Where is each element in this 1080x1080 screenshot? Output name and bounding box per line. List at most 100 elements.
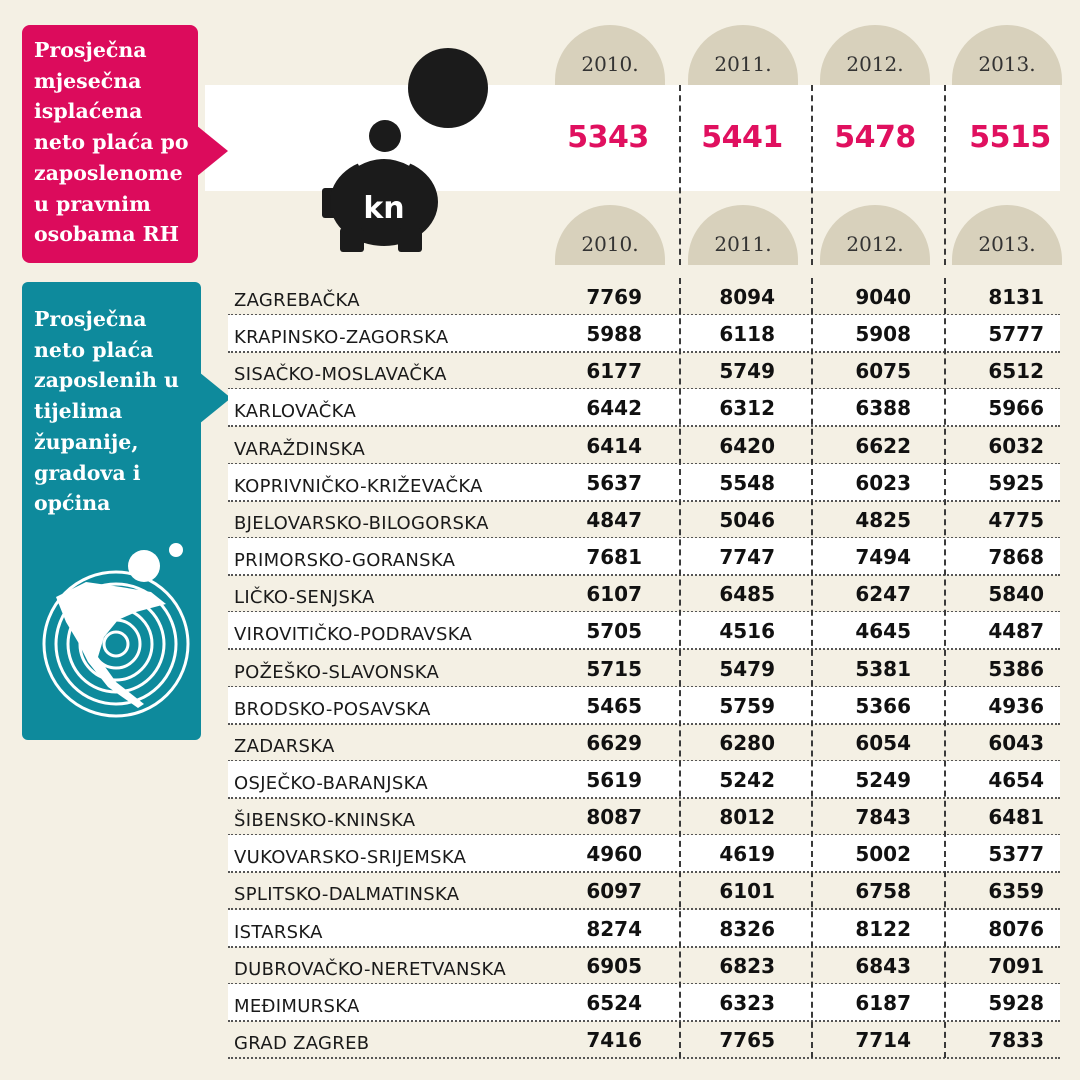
salary-value: 5840 <box>988 582 1044 607</box>
salary-value: 5381 <box>855 656 911 681</box>
county-label: Prosječna neto plaća zaposlenih u tijeli… <box>34 307 179 516</box>
salary-value: 5925 <box>988 470 1044 495</box>
salary-value: 5749 <box>719 359 775 384</box>
salary-value: 6359 <box>988 879 1044 904</box>
salary-value: 5637 <box>586 470 642 495</box>
salary-value: 5777 <box>988 322 1044 347</box>
salary-value: 9040 <box>855 285 911 309</box>
table-row: SPLITSKO-DALMATINSKA 6097 6101 6758 6359 <box>228 872 1060 911</box>
salary-value: 6097 <box>586 879 642 904</box>
column-divider <box>679 278 681 1059</box>
salary-value: 6023 <box>855 470 911 495</box>
county-name: POŽEŠKO-SLAVONSKA <box>234 661 440 683</box>
table-row: VARAŽDINSKA 6414 6420 6622 6032 <box>228 427 1060 465</box>
salary-value: 4516 <box>719 619 775 644</box>
salary-value: 5479 <box>719 656 775 681</box>
salary-value: 4936 <box>988 693 1044 718</box>
salary-value: 5242 <box>719 767 775 792</box>
column-divider <box>944 85 946 265</box>
salary-value: 6107 <box>586 582 642 607</box>
county-name: PRIMORSKO-GORANSKA <box>234 550 456 572</box>
table-row: KOPRIVNIČKO-KRIŽEVAČKA 5637 5548 6023 5925 <box>228 463 1060 502</box>
kn-label: kn <box>363 191 404 226</box>
table-row: DUBROVAČKO-NERETVANSKA 6905 6823 6843 7091 <box>228 947 1060 985</box>
year-dome-2011: 2011. <box>688 25 798 85</box>
table-row: POŽEŠKO-SLAVONSKA 5715 5479 5381 5386 <box>228 650 1060 688</box>
salary-value: 5928 <box>988 990 1044 1015</box>
salary-value: 8087 <box>586 805 642 830</box>
salary-value: 6420 <box>719 433 775 458</box>
national-value-2011: 5441 <box>701 120 783 155</box>
county-label-box: Prosječna neto plaća zaposlenih u tijeli… <box>22 282 231 740</box>
piggy-bank-icon: kn <box>322 155 438 252</box>
table-row: OSJEČKO-BARANJSKA 5619 5242 5249 4654 <box>228 760 1060 799</box>
salary-value: 6823 <box>719 953 775 978</box>
salary-value: 4775 <box>988 507 1044 532</box>
salary-value: 7769 <box>586 285 642 309</box>
salary-value: 6187 <box>855 990 911 1015</box>
salary-value: 7714 <box>855 1028 911 1052</box>
salary-value: 5046 <box>719 507 775 532</box>
county-name: KRAPINSKO-ZAGORSKA <box>234 327 449 349</box>
salary-value: 6524 <box>586 990 642 1015</box>
salary-value: 5715 <box>586 656 642 681</box>
table-row: VIROVITIČKO-PODRAVSKA 5705 4516 4645 4487 <box>228 612 1060 651</box>
column-divider <box>811 278 813 1059</box>
salary-value: 4654 <box>988 767 1044 792</box>
table-row: ZAGREBAČKA 7769 8094 9040 8131 <box>228 278 1060 316</box>
salary-value: 5548 <box>719 470 775 495</box>
national-value-2010: 5343 <box>567 120 649 155</box>
salary-value: 6247 <box>855 582 911 607</box>
county-name: BJELOVARSKO-BILOGORSKA <box>234 512 489 534</box>
table-row: VUKOVARSKO-SRIJEMSKA 4960 4619 5002 5377 <box>228 835 1060 874</box>
table-row: MEĐIMURSKA 6524 6323 6187 5928 <box>228 983 1060 1022</box>
salary-value: 5759 <box>719 693 775 718</box>
salary-value: 6177 <box>586 359 642 384</box>
salary-value: 6512 <box>988 359 1044 384</box>
salary-value: 7843 <box>855 805 911 830</box>
salary-value: 8012 <box>719 805 775 830</box>
salary-value: 7747 <box>719 545 775 570</box>
salary-value: 5908 <box>855 322 911 347</box>
salary-value: 6054 <box>855 730 911 755</box>
salary-value: 6843 <box>855 953 911 978</box>
county-name: VIROVITIČKO-PODRAVSKA <box>234 624 473 646</box>
salary-value: 6442 <box>586 396 642 421</box>
national-label-box: Prosječna mjesečna isplaćena neto plaća … <box>22 25 228 263</box>
salary-value: 7681 <box>586 545 642 570</box>
salary-value: 8326 <box>719 916 775 941</box>
salary-value: 5966 <box>988 396 1044 421</box>
column-divider <box>811 85 813 265</box>
salary-value: 6758 <box>855 879 911 904</box>
county-year-dome-2013: 2013. <box>952 205 1062 265</box>
county-name: GRAD ZAGREB <box>234 1033 370 1054</box>
pointer-arrow <box>196 125 228 177</box>
year-dome-2013: 2013. <box>952 25 1062 85</box>
salary-value: 5465 <box>586 693 642 718</box>
salary-value: 6323 <box>719 990 775 1015</box>
salary-value: 6312 <box>719 396 775 421</box>
county-name: ISTARSKA <box>234 921 323 943</box>
table-row: ZADARSKA 6629 6280 6054 6043 <box>228 724 1060 762</box>
county-year-dome-2012: 2012. <box>820 205 930 265</box>
county-name: BRODSKO-POSAVSKA <box>234 698 431 720</box>
salary-value: 6043 <box>988 730 1044 755</box>
county-name: MEĐIMURSKA <box>234 995 360 1017</box>
salary-value: 8131 <box>988 285 1044 309</box>
salary-value: 6388 <box>855 396 911 421</box>
table-row: KARLOVAČKA 6442 6312 6388 5966 <box>228 389 1060 428</box>
salary-value: 6280 <box>719 730 775 755</box>
salary-value: 5002 <box>855 842 911 867</box>
county-name: ZADARSKA <box>234 735 335 757</box>
national-value-2012: 5478 <box>834 120 916 155</box>
column-divider <box>679 85 681 265</box>
coin-small-icon <box>369 120 401 152</box>
national-value-2013: 5515 <box>969 120 1051 155</box>
county-name: SPLITSKO-DALMATINSKA <box>234 884 460 906</box>
salary-value: 4960 <box>586 842 642 867</box>
salary-value: 6101 <box>719 879 775 904</box>
salary-value: 8094 <box>719 285 775 309</box>
table-row: ŠIBENSKO-KNINSKA 8087 8012 7843 6481 <box>228 798 1060 837</box>
table-row: SISAČKO-MOSLAVAČKA 6177 5749 6075 6512 <box>228 352 1060 391</box>
salary-value: 5386 <box>988 656 1044 681</box>
